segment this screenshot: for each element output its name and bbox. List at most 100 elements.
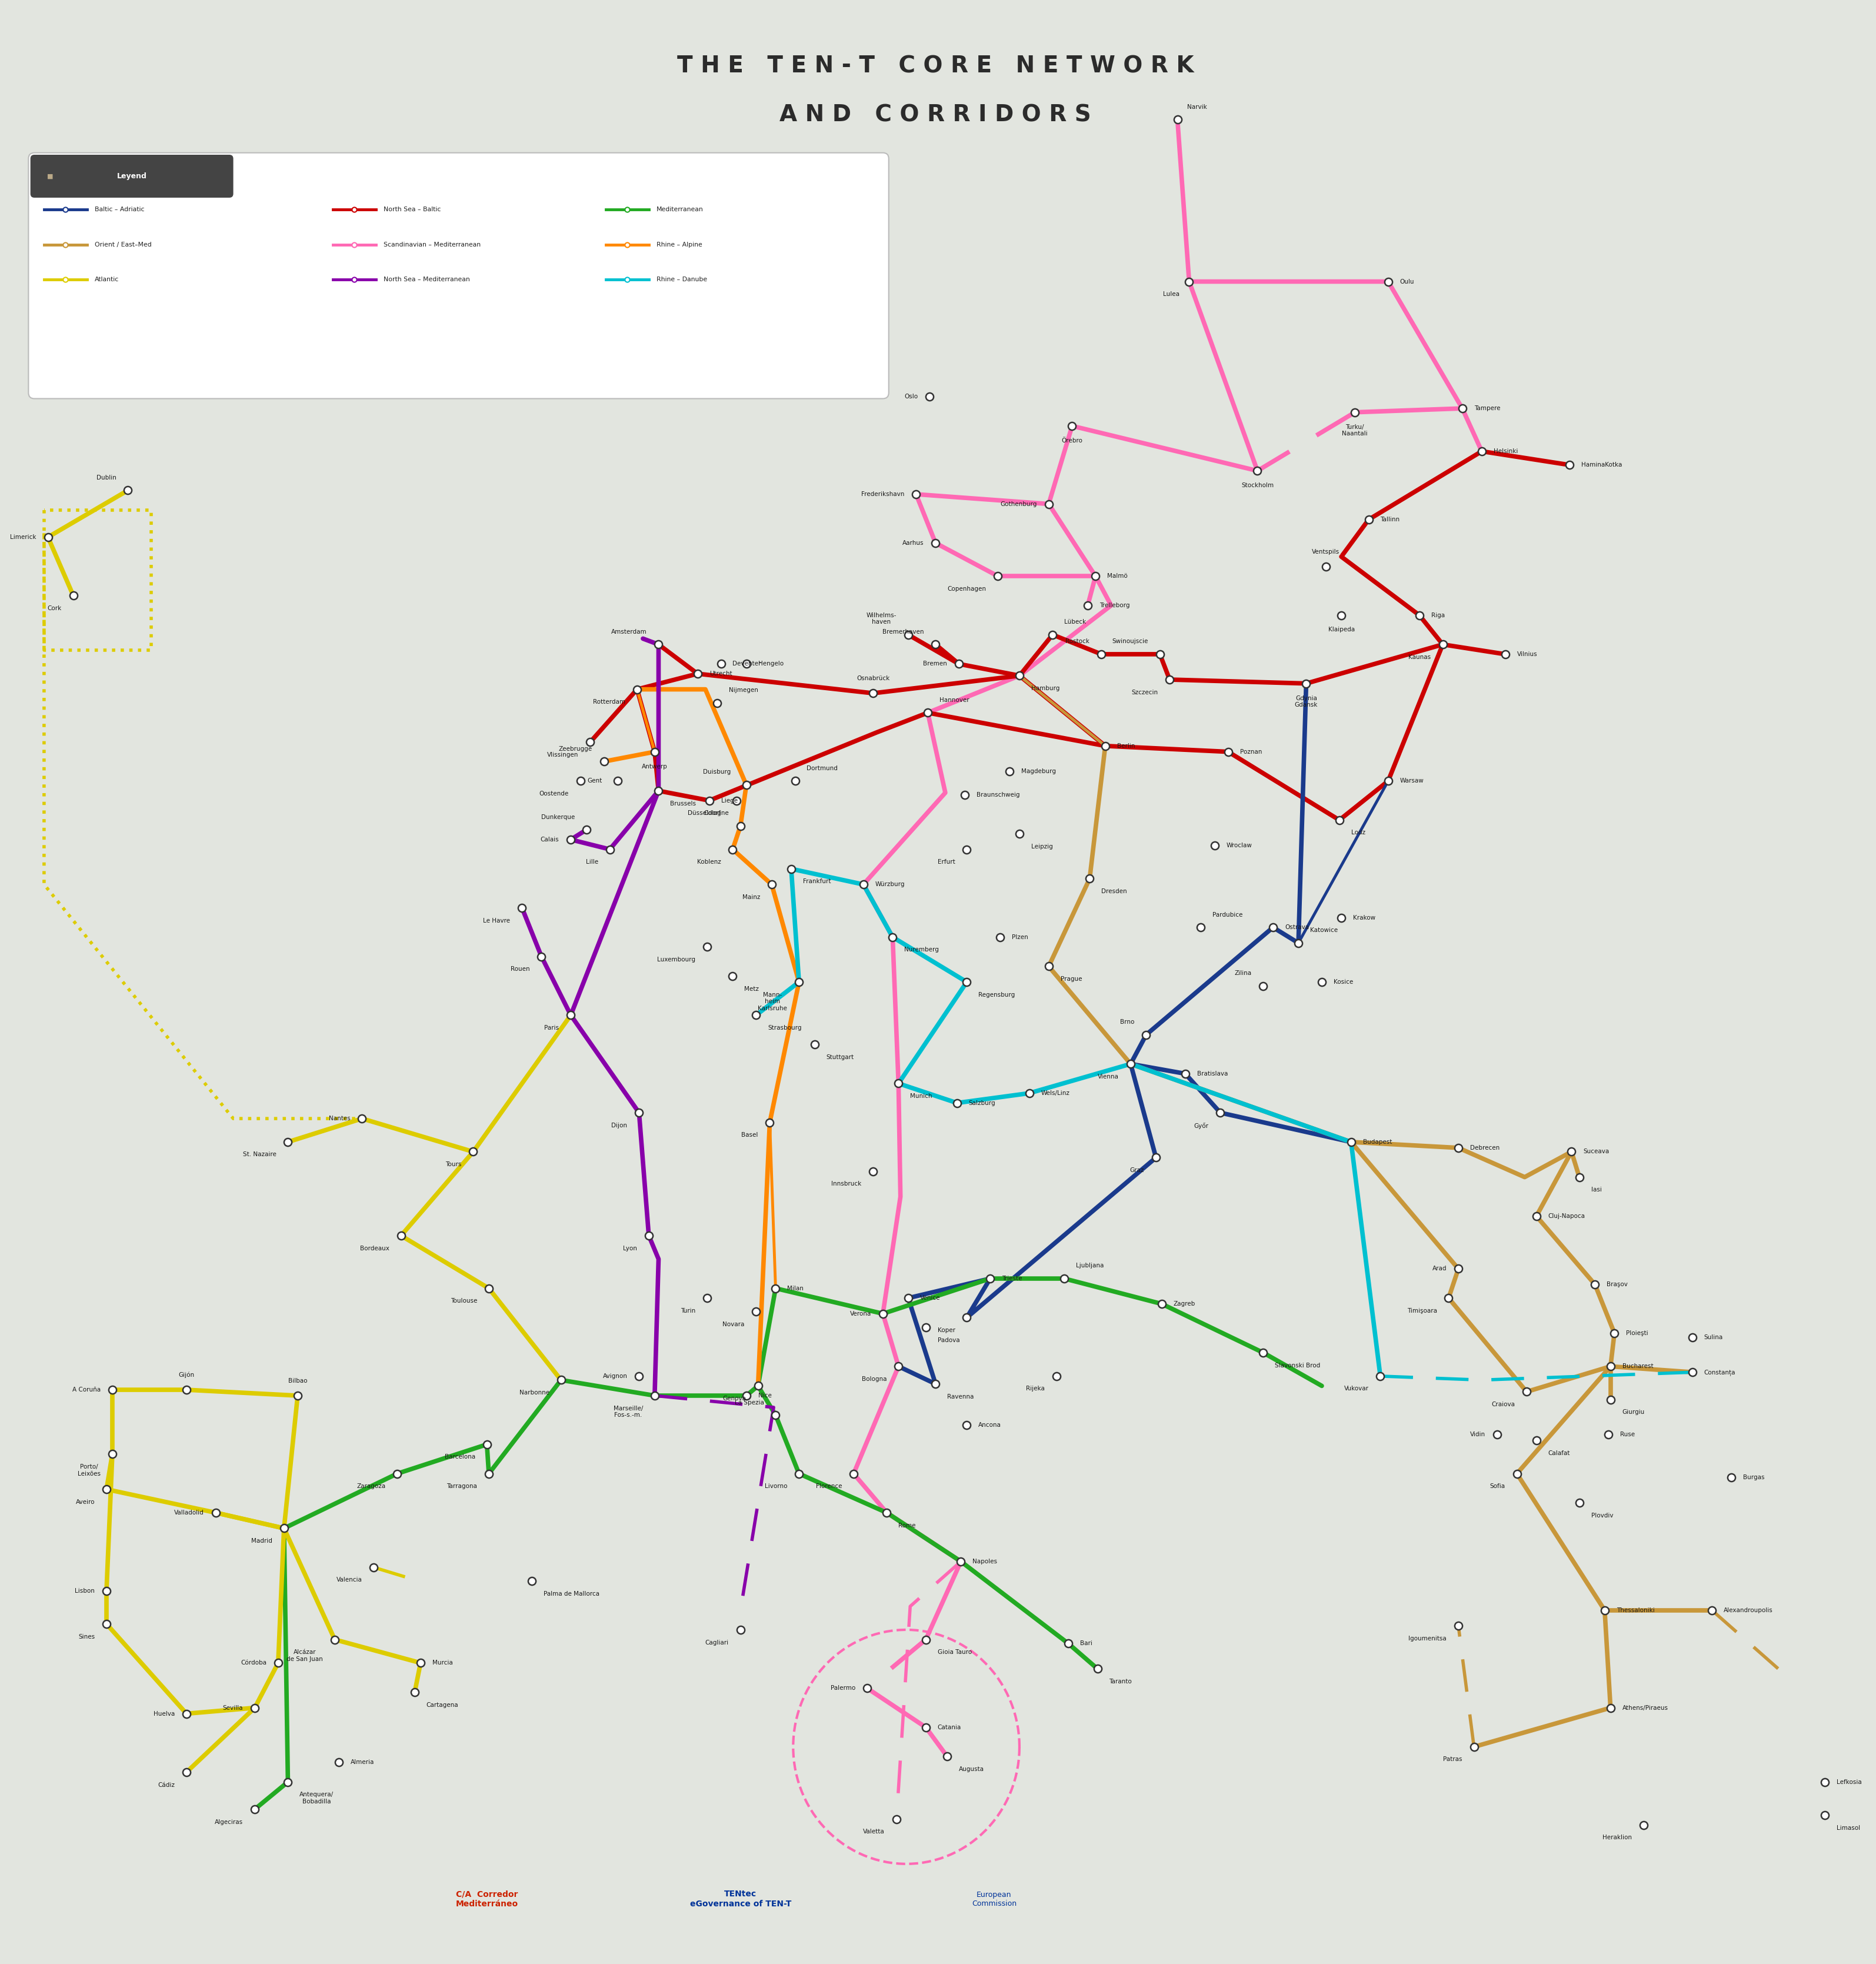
Point	[1373, 766, 1403, 797]
Text: Aveiro: Aveiro	[75, 1499, 96, 1504]
Point	[951, 1410, 981, 1442]
Point	[272, 1766, 302, 1797]
Text: Burgas: Burgas	[1743, 1475, 1765, 1481]
Text: Duisburg: Duisburg	[704, 770, 732, 776]
Point	[51, 263, 81, 295]
Point	[171, 1756, 201, 1787]
Text: Slavonski Brod: Slavonski Brod	[1276, 1363, 1321, 1369]
Point	[1446, 393, 1476, 424]
Point	[527, 941, 557, 972]
Point	[1555, 450, 1585, 481]
Point	[692, 931, 722, 962]
Text: Padova: Padova	[938, 1337, 961, 1343]
Text: Innsbruck: Innsbruck	[831, 1180, 861, 1186]
Point	[732, 648, 762, 680]
Point	[240, 1693, 270, 1724]
Text: Marseille/
Fos-s.-m.: Marseille/ Fos-s.-m.	[613, 1406, 643, 1418]
Text: Bremen: Bremen	[923, 662, 947, 668]
Text: Deventer: Deventer	[734, 662, 762, 668]
Text: Narbonne: Narbonne	[520, 1391, 550, 1396]
Text: Koblenz: Koblenz	[698, 858, 720, 864]
Text: Wroclaw: Wroclaw	[1227, 843, 1251, 848]
Point	[1037, 619, 1067, 650]
Point	[1073, 589, 1103, 621]
Point	[1677, 1357, 1707, 1389]
Point	[1460, 1730, 1490, 1762]
Text: Zagreb: Zagreb	[1174, 1300, 1195, 1306]
Point	[942, 1088, 972, 1119]
Point	[1186, 911, 1216, 943]
Text: Rostock: Rostock	[1066, 638, 1090, 644]
Text: Avignon: Avignon	[602, 1373, 627, 1379]
Text: Narvik: Narvik	[1188, 104, 1206, 110]
Text: Warsaw: Warsaw	[1399, 778, 1424, 784]
Point	[1405, 599, 1435, 630]
Point	[946, 1546, 976, 1577]
Point	[1248, 1337, 1278, 1369]
Text: Stuttgart: Stuttgart	[825, 1055, 854, 1061]
Point	[1433, 1282, 1463, 1314]
Point	[1600, 1318, 1630, 1349]
Text: European
Commission: European Commission	[972, 1891, 1017, 1907]
Text: Zilina: Zilina	[1234, 970, 1251, 976]
Text: Paris: Paris	[544, 1025, 559, 1031]
Point	[1503, 1457, 1533, 1489]
Point	[1326, 599, 1356, 630]
Text: Vukovar: Vukovar	[1343, 1387, 1369, 1392]
Text: Valladolid: Valladolid	[174, 1510, 204, 1516]
Text: Helsinki: Helsinki	[1493, 448, 1518, 454]
Point	[272, 1125, 302, 1157]
Text: Lodz: Lodz	[1351, 831, 1366, 837]
Text: Salzburg: Salzburg	[968, 1100, 996, 1106]
Text: Novara: Novara	[722, 1322, 745, 1328]
Point	[340, 228, 370, 259]
Text: North Sea – Mediterranean: North Sea – Mediterranean	[383, 277, 469, 283]
Text: Trieste: Trieste	[1002, 1277, 1022, 1281]
Text: A N D   C O R R I D O R S: A N D C O R R I D O R S	[780, 104, 1092, 126]
Point	[872, 1497, 902, 1528]
Point	[1034, 489, 1064, 520]
Text: Calais: Calais	[540, 837, 559, 843]
Text: Patras: Patras	[1443, 1756, 1461, 1762]
Point	[754, 1108, 784, 1139]
Text: Rouen: Rouen	[510, 966, 529, 972]
Point	[1595, 1351, 1625, 1383]
Point	[1595, 1385, 1625, 1416]
Point	[386, 1220, 416, 1251]
Text: Scandinavian – Mediterranean: Scandinavian – Mediterranean	[383, 242, 480, 247]
Point	[98, 1375, 128, 1406]
Point	[1075, 862, 1105, 894]
Text: Szczecin: Szczecin	[1131, 689, 1157, 695]
Text: Milan: Milan	[788, 1284, 803, 1290]
FancyBboxPatch shape	[28, 153, 889, 399]
Text: Oostende: Oostende	[538, 791, 568, 797]
Text: Hamburg: Hamburg	[1032, 685, 1060, 691]
Text: Zeebrugge: Zeebrugge	[559, 746, 593, 752]
Point	[171, 1375, 201, 1406]
Point	[732, 770, 762, 801]
Text: Brno: Brno	[1120, 1019, 1135, 1025]
FancyBboxPatch shape	[30, 155, 233, 198]
Point	[692, 1282, 722, 1314]
Point	[643, 628, 673, 660]
Point	[1565, 1487, 1595, 1518]
Point	[171, 1699, 201, 1730]
Point	[358, 1552, 388, 1583]
Point	[612, 228, 642, 259]
Text: Riga: Riga	[1431, 613, 1445, 619]
Text: T H E   T E N - T   C O R E   N E T W O R K: T H E T E N - T C O R E N E T W O R K	[677, 55, 1193, 79]
Point	[1482, 1418, 1512, 1449]
Text: Rotterdam: Rotterdam	[593, 699, 625, 705]
Point	[1004, 817, 1034, 848]
Point	[1354, 505, 1384, 536]
Point	[726, 1614, 756, 1646]
Text: Ruse: Ruse	[1621, 1432, 1636, 1438]
Text: Krakow: Krakow	[1353, 915, 1375, 921]
Point	[1428, 628, 1458, 660]
Text: Lisbon: Lisbon	[75, 1587, 96, 1593]
Text: Swinoujscie: Swinoujscie	[1112, 638, 1148, 644]
Point	[546, 1365, 576, 1396]
Point	[777, 852, 807, 884]
Text: Vienna: Vienna	[1097, 1074, 1118, 1080]
Point	[595, 833, 625, 864]
